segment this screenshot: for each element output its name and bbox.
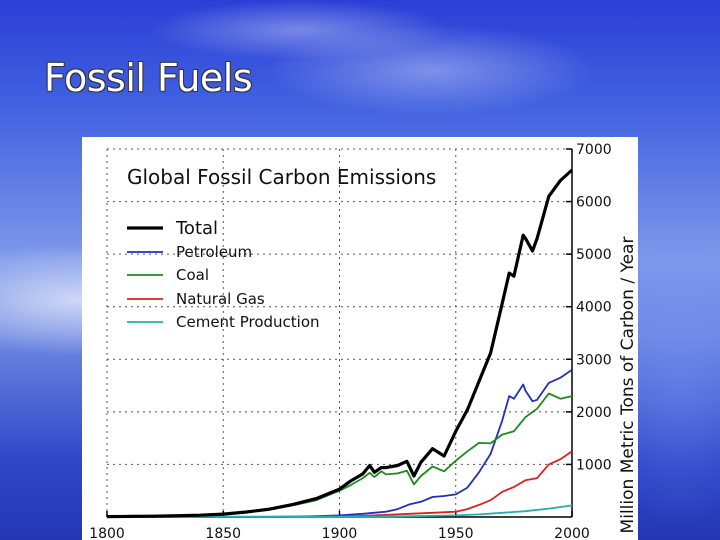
legend-label: Petroleum (176, 243, 252, 261)
slide-title: Fossil Fuels (44, 56, 253, 100)
x-tick-label: 1800 (89, 526, 125, 540)
y-tick-label: 3000 (576, 352, 612, 368)
x-tick-label: 1950 (438, 526, 474, 540)
y-tick-label: 4000 (576, 300, 612, 316)
legend-label: Total (175, 218, 218, 239)
y-tick-labels: 1000 2000 3000 4000 5000 6000 7000 (576, 142, 612, 473)
chart-title: Global Fossil Carbon Emissions (127, 165, 436, 189)
y-tick-label: 7000 (576, 142, 612, 158)
x-tick-labels: 1800 1850 1900 1950 2000 (89, 526, 590, 540)
x-tick-label: 1900 (322, 526, 358, 540)
y-tick-label: 5000 (576, 247, 612, 263)
series-line-petroleum (106, 369, 573, 518)
x-tick-label: 1850 (205, 526, 241, 540)
legend-label: Coal (176, 266, 209, 284)
legend-label: Natural Gas (176, 290, 265, 308)
legend: Total Petroleum Coal Natural Gas Cement Prod… (127, 218, 320, 331)
y-tick-label: 1000 (576, 457, 612, 473)
series-line-cement-production (106, 504, 573, 518)
y-axis-label: Million Metric Tons of Carbon / Year (618, 237, 638, 534)
y-tick-label: 2000 (576, 405, 612, 421)
emissions-chart: 1800 1850 1900 1950 2000 1000 2000 3000 4000 500… (82, 137, 638, 540)
legend-label: Cement Production (176, 313, 320, 331)
series-line-total (106, 168, 574, 519)
x-tick-label: 2000 (554, 526, 590, 540)
y-tick-label: 6000 (576, 195, 612, 211)
series-lines (106, 168, 574, 519)
